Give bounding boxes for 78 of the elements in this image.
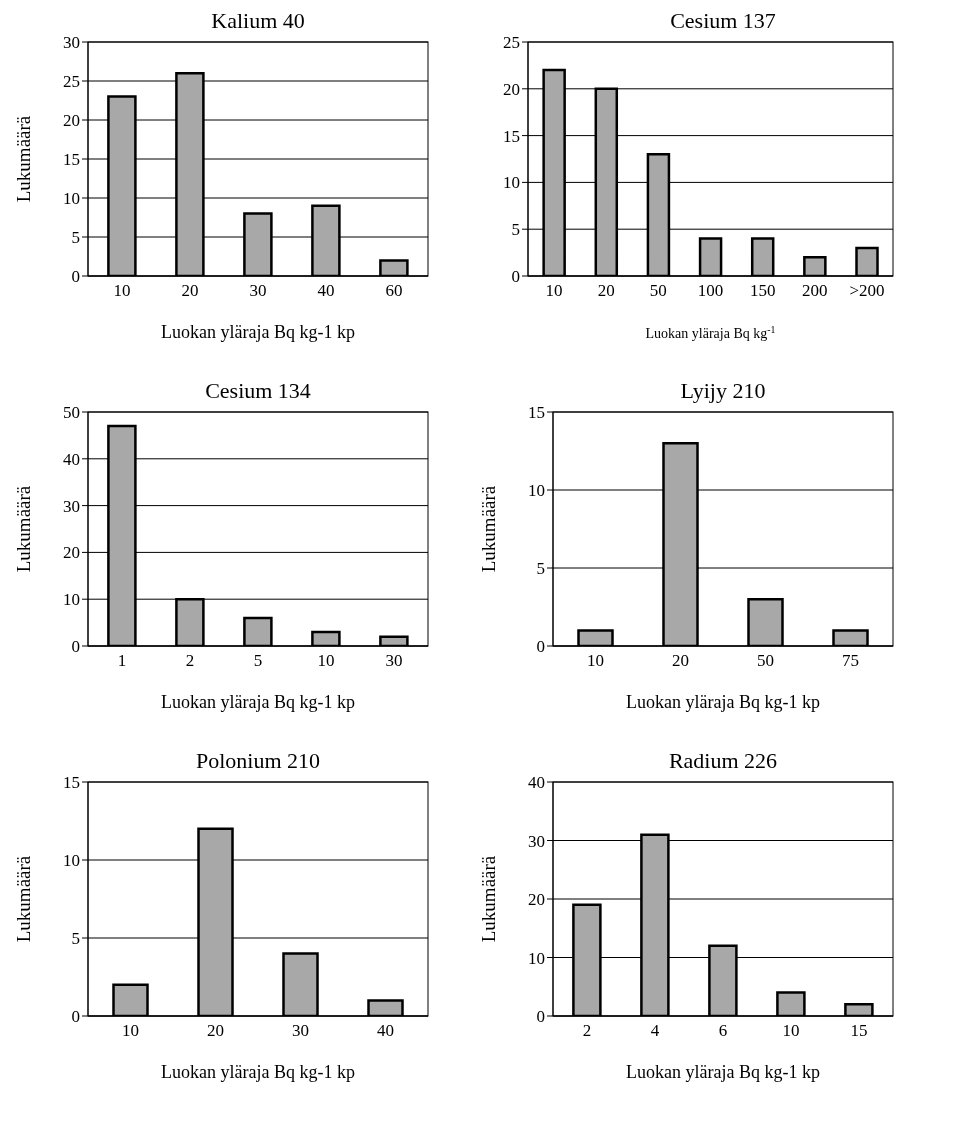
y-tick-label: 20 [503, 79, 520, 99]
y-axis-title: Lukumäärä [12, 115, 34, 203]
y-tick-label: 10 [528, 948, 545, 968]
x-tick-label: 10 [113, 281, 131, 301]
y-tick-label: 5 [511, 220, 520, 240]
y-tick-label: 10 [528, 481, 545, 501]
y-tick-label: 5 [536, 559, 545, 579]
y-axis-title: Lukumäärä [12, 485, 34, 573]
y-tick-label: 30 [63, 33, 80, 53]
x-tick-label: 40 [377, 1021, 394, 1041]
x-tick-label: 20 [597, 281, 615, 301]
y-tick-label: 0 [71, 267, 80, 287]
chart-title: Cesium 137 [669, 8, 777, 34]
x-axis-title: Luokan yläraja Bq kg-1 kp [161, 322, 355, 342]
x-axis-title: Luokan yläraja Bq kg$^{-1}$ [645, 323, 776, 341]
x-tick-label: 50 [757, 651, 774, 671]
x-axis-title: Luokan yläraja Bq kg-1 kp [161, 692, 355, 712]
y-tick-label: 40 [528, 773, 545, 793]
x-tick-label: 60 [385, 281, 403, 301]
x-tick-label: 1 [117, 651, 127, 671]
x-tick-label: 30 [292, 1021, 309, 1041]
y-tick-label: 15 [63, 150, 80, 170]
y-tick-label: 0 [71, 1007, 80, 1027]
y-tick-label: 15 [503, 126, 520, 146]
y-tick-label: 30 [63, 496, 80, 516]
x-axis-title: Luokan yläraja Bq kg-1 kp [161, 1062, 355, 1082]
chart-title: Cesium 134 [204, 378, 312, 404]
x-tick-label: >200 [849, 281, 885, 301]
y-tick-label: 10 [63, 189, 80, 209]
x-tick-label: 10 [587, 651, 604, 671]
x-tick-label: 15 [850, 1021, 868, 1041]
y-tick-label: 15 [63, 773, 80, 793]
x-tick-label: 10 [122, 1021, 139, 1041]
x-tick-label: 6 [718, 1021, 728, 1041]
y-tick-label: 15 [528, 403, 545, 423]
y-tick-label: 40 [63, 449, 80, 469]
x-tick-label: 20 [672, 651, 689, 671]
y-tick-label: 5 [71, 228, 80, 248]
y-tick-label: 50 [63, 403, 80, 423]
x-axis-title: Luokan yläraja Bq kg-1 kp [626, 692, 820, 712]
x-tick-label: 50 [649, 281, 667, 301]
chart-title: Kalium 40 [210, 8, 306, 34]
y-tick-label: 5 [71, 929, 80, 949]
y-tick-label: 10 [63, 590, 80, 610]
x-tick-label: 20 [207, 1021, 224, 1041]
x-tick-label: 2 [185, 651, 195, 671]
y-tick-label: 0 [536, 1007, 545, 1027]
y-tick-label: 20 [63, 543, 80, 563]
y-tick-label: 20 [63, 111, 80, 131]
y-tick-label: 30 [528, 831, 545, 851]
y-tick-label: 20 [528, 890, 545, 910]
x-tick-label: 10 [782, 1021, 800, 1041]
x-tick-label: 2 [582, 1021, 592, 1041]
chart-title: Lyijy 210 [679, 378, 767, 404]
x-tick-label: 150 [749, 281, 776, 301]
x-tick-label: 75 [842, 651, 859, 671]
x-tick-label: 4 [650, 1021, 660, 1041]
x-tick-label: 40 [317, 281, 335, 301]
x-tick-label: 5 [253, 651, 263, 671]
y-axis-title: Lukumäärä [12, 855, 34, 943]
y-tick-label: 0 [536, 637, 545, 657]
y-axis-title: Lukumäärä [477, 855, 499, 943]
x-tick-label: 10 [317, 651, 335, 671]
y-tick-label: 10 [503, 173, 520, 193]
chart-title: Radium 226 [667, 748, 779, 774]
x-tick-label: 100 [697, 281, 724, 301]
x-axis-title: Luokan yläraja Bq kg-1 kp [626, 1062, 820, 1082]
x-tick-label: 30 [385, 651, 403, 671]
x-tick-label: 20 [181, 281, 199, 301]
y-axis-title: Lukumäärä [477, 485, 499, 573]
y-tick-label: 0 [511, 267, 520, 287]
x-tick-label: 200 [802, 281, 828, 301]
y-tick-label: 0 [71, 637, 80, 657]
y-tick-label: 25 [63, 72, 80, 92]
y-tick-label: 25 [503, 33, 520, 53]
y-tick-label: 10 [63, 851, 80, 871]
chart-title: Polonium 210 [194, 748, 322, 774]
x-tick-label: 30 [249, 281, 267, 301]
